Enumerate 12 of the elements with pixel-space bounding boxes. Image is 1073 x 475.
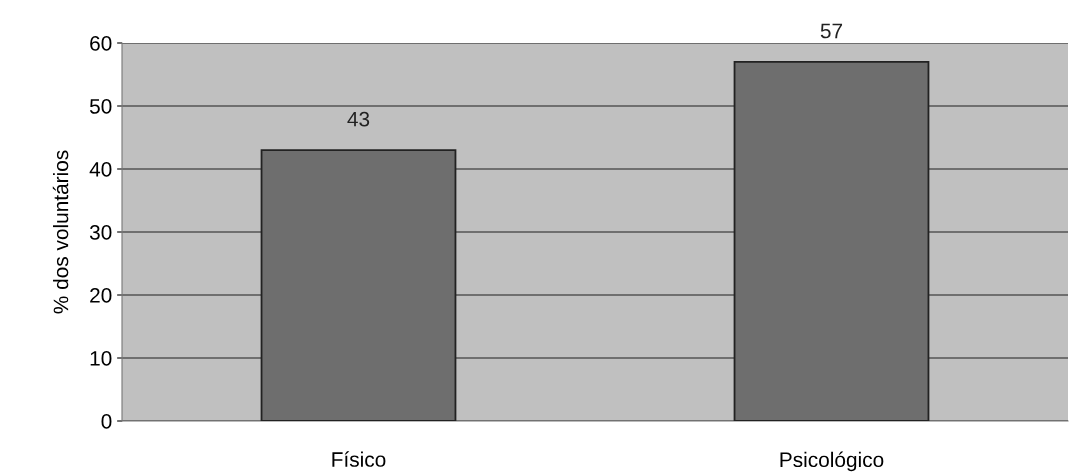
y-tick-label: 0	[101, 414, 112, 429]
y-tick-label: 10	[90, 351, 112, 366]
data-label: 43	[347, 111, 370, 127]
x-tick-label: Psicológico	[780, 451, 884, 472]
y-tick-label: 40	[89, 162, 112, 177]
y-tick-label: 50	[89, 99, 112, 114]
x-tick-label: Físico	[332, 451, 386, 467]
y-tick-label: 20	[90, 288, 112, 303]
y-tick-label: 30	[89, 225, 112, 240]
y-axis-title: % dos voluntários	[52, 150, 69, 314]
data-label: 57	[820, 23, 843, 39]
y-tick-label: 60	[90, 36, 112, 51]
